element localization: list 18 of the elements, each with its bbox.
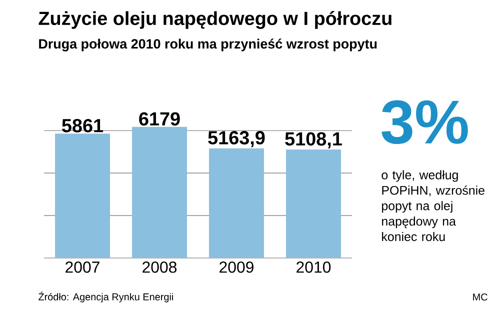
chart-title: Zużycie oleju napędowego w I półroczu — [38, 11, 392, 29]
x-tick-label: 2009 — [220, 262, 254, 273]
bar — [286, 150, 341, 258]
chart-subtitle: Druga połowa 2010 roku ma przynieść wzrost popytu — [39, 38, 377, 52]
text: MC — [473, 293, 488, 301]
text: 3% — [382, 100, 468, 144]
text: o tyle, według POPiHN, wzrośnie popyt na olej napędowy na koniec roku — [382, 170, 484, 242]
bar — [132, 126, 187, 258]
data-label: 5861 — [62, 118, 104, 132]
x-tick-label: 2007 — [66, 262, 100, 273]
data-label: 5108,1 — [285, 132, 342, 148]
x-tick-label: 2008 — [142, 262, 177, 273]
x-tick-label: 2010 — [296, 262, 331, 273]
data-label: 6179 — [139, 112, 180, 126]
bar — [55, 134, 110, 258]
data-label: 5163,9 — [208, 131, 265, 148]
text: Źródło: Agencja Rynku Energii — [38, 292, 173, 302]
bar — [209, 148, 264, 258]
